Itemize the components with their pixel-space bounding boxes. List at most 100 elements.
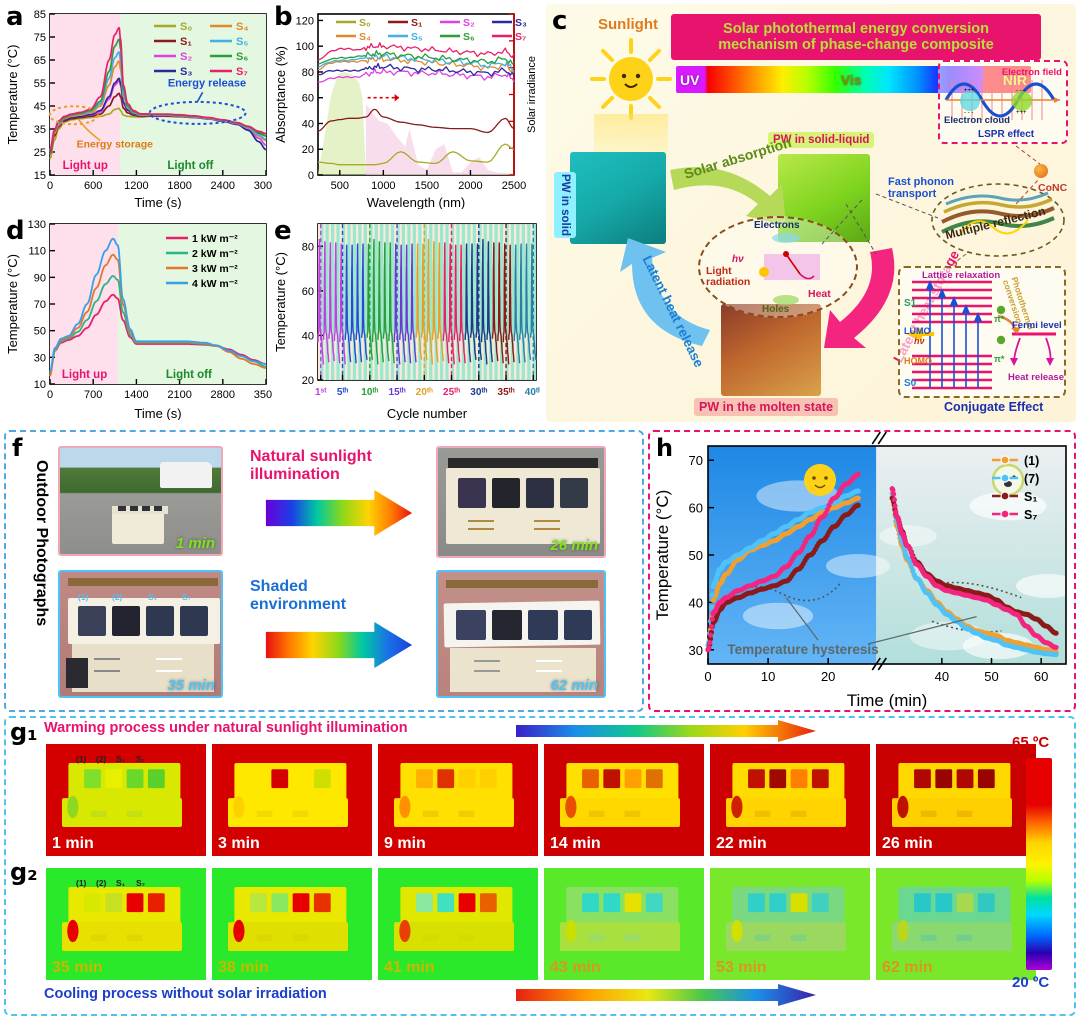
g1-thermal-frame: 22 min bbox=[710, 744, 870, 856]
svg-text:120: 120 bbox=[296, 15, 314, 27]
photo-1min-caption: 1 min bbox=[175, 535, 215, 552]
svg-text:0: 0 bbox=[704, 669, 711, 684]
frame-caption: 43 min bbox=[550, 959, 601, 976]
shaded-environment-heading: Shaded environment bbox=[250, 578, 347, 614]
thermal-image bbox=[710, 868, 870, 980]
svg-text:20: 20 bbox=[302, 375, 314, 387]
panel-f-letter: f bbox=[12, 434, 23, 462]
svg-text:- - -: - - - bbox=[1016, 88, 1025, 94]
colorbar-max-label: 65 ºC bbox=[1012, 734, 1050, 751]
s0-state-label: S0 bbox=[904, 378, 917, 389]
svg-text:30: 30 bbox=[34, 352, 46, 364]
lattice-relaxation-label: Lattice relaxation bbox=[922, 270, 1001, 281]
frame-caption: 53 min bbox=[716, 959, 767, 976]
thermal-image bbox=[212, 868, 372, 980]
panel-e-chart: e 20 40 60 80 1ˢᵗ 5ᵗʰ 10ᵗʰ 15ᵗʰ 20ᵗʰ 25ᵗʰ 30ᵗʰ 35ᵗʰ… bbox=[272, 212, 542, 421]
panel-g2-letter: g₂ bbox=[10, 858, 38, 886]
svg-text:30ᵗʰ: 30ᵗʰ bbox=[470, 387, 487, 398]
svg-text:Energy release: Energy release bbox=[168, 77, 246, 89]
svg-text:S₇: S₇ bbox=[236, 66, 248, 78]
panel-c-title-line1: Solar photothermal energy conversion bbox=[723, 20, 989, 37]
svg-text:S₂: S₂ bbox=[180, 51, 192, 63]
svg-text:S₁: S₁ bbox=[180, 36, 192, 48]
g1-thermal-frame: 3 min bbox=[212, 744, 372, 856]
panel-h-chart: h 30 40 50 60 70 0 10 20 40 50 60 Temperature hyste… bbox=[648, 430, 1080, 712]
light-radiation-label: Light radiation bbox=[706, 265, 751, 289]
panel-b-chart: b 0 20 40 60 80 100 120 500 1000 1500 2000 2500 Wave… bbox=[272, 2, 540, 210]
svg-text:Light off: Light off bbox=[167, 160, 213, 172]
electron-cloud-label: Electron cloud bbox=[944, 115, 1010, 126]
svg-text:25: 25 bbox=[34, 147, 46, 159]
g2-thermal-frame: 41 min bbox=[378, 868, 538, 980]
thermal-image bbox=[544, 744, 704, 856]
pi-star-lower-label: π* bbox=[994, 354, 1005, 364]
svg-text:1200: 1200 bbox=[124, 180, 148, 192]
multiple-reflection-inset bbox=[931, 183, 1065, 257]
svg-text:30: 30 bbox=[689, 643, 703, 658]
svg-text:S₇: S₇ bbox=[515, 31, 526, 43]
panel-c-letter: c bbox=[552, 6, 568, 36]
svg-text:Light off: Light off bbox=[166, 369, 212, 381]
pw-solid-liquid-label: PW in solid-liquid bbox=[768, 132, 875, 148]
thermal-image bbox=[212, 744, 372, 856]
svg-text:50: 50 bbox=[984, 669, 998, 684]
panel-e-letter: e bbox=[274, 216, 292, 246]
svg-text:S₀: S₀ bbox=[180, 21, 192, 33]
svg-text:Light up: Light up bbox=[63, 160, 108, 172]
latent-heat-release-arrow bbox=[620, 238, 710, 346]
svg-text:80: 80 bbox=[302, 67, 314, 79]
svg-text:Temperature (°C): Temperature (°C) bbox=[5, 45, 20, 145]
svg-text:60: 60 bbox=[302, 286, 314, 298]
thermal-image bbox=[46, 868, 206, 980]
panel-a-svg: 15 25 35 45 55 65 75 85 0 600 1200 1800 2400 3000 Time… bbox=[5, 9, 278, 210]
thermal-image bbox=[378, 868, 538, 980]
panel-b-letter: b bbox=[274, 2, 293, 32]
svg-text:S₀: S₀ bbox=[359, 17, 371, 29]
conjugate-hv-label: hν bbox=[914, 336, 925, 346]
conjugate-effect-inset: Lattice relaxation S1 S0 LUMO HOMO hν π*… bbox=[898, 266, 1066, 398]
svg-text:Time (s): Time (s) bbox=[134, 406, 181, 420]
g1-sample-label: (1) bbox=[76, 754, 87, 764]
svg-text:(1): (1) bbox=[1024, 454, 1039, 468]
svg-text:40: 40 bbox=[302, 330, 314, 342]
frame-caption: 35 min bbox=[52, 959, 103, 976]
svg-text:100: 100 bbox=[296, 41, 314, 53]
g1-thermal-frame: 9 min bbox=[378, 744, 538, 856]
svg-text:2500: 2500 bbox=[502, 180, 526, 192]
thermal-image bbox=[544, 868, 704, 980]
photo-26min: 26 min bbox=[436, 446, 606, 558]
svg-text:+++: +++ bbox=[1016, 110, 1027, 116]
pw-solid-label: PW in solid bbox=[554, 172, 576, 238]
panel-g-thermal-images: g₁ Warming process under natural sunligh… bbox=[4, 716, 1076, 1016]
lspr-inset: +++ - - - - - - +++ Electron field Elect… bbox=[938, 60, 1068, 144]
photo-62min: 62 min bbox=[436, 570, 606, 698]
photo-35min: (1) (2) S₁ S₇ 35 min bbox=[58, 570, 223, 698]
spectrum-vis-label: Vis bbox=[840, 71, 862, 88]
svg-text:80: 80 bbox=[302, 241, 314, 253]
svg-text:Solar irradiance: Solar irradiance bbox=[526, 56, 538, 133]
pw-molten-cube bbox=[721, 304, 821, 396]
svg-text:Cycle number: Cycle number bbox=[387, 406, 468, 420]
panel-e-svg: 20 40 60 80 1ˢᵗ 5ᵗʰ 10ᵗʰ 15ᵗʰ 20ᵗʰ 25ᵗʰ 30ᵗʰ 35ᵗʰ 40… bbox=[273, 223, 542, 421]
svg-text:1400: 1400 bbox=[124, 389, 148, 401]
jablonski-diagram bbox=[906, 279, 1056, 390]
svg-text:35: 35 bbox=[34, 124, 46, 136]
svg-text:Time (min): Time (min) bbox=[847, 691, 928, 710]
svg-text:75: 75 bbox=[34, 32, 46, 44]
sun-icon bbox=[590, 38, 672, 120]
svg-text:4 kW m⁻²: 4 kW m⁻² bbox=[192, 278, 238, 290]
g2-thermal-frame: 43 min bbox=[544, 868, 704, 980]
svg-text:S₁: S₁ bbox=[1024, 490, 1038, 504]
svg-text:60: 60 bbox=[689, 501, 703, 516]
pw-solid-cube bbox=[570, 152, 666, 244]
svg-text:55: 55 bbox=[34, 78, 46, 90]
svg-text:(7): (7) bbox=[1024, 472, 1039, 486]
frame-caption: 62 min bbox=[882, 959, 933, 976]
svg-text:5ᵗʰ: 5ᵗʰ bbox=[337, 387, 349, 398]
svg-text:S₁: S₁ bbox=[411, 17, 422, 29]
svg-text:- - -: - - - bbox=[964, 110, 973, 116]
cooling-process-heading: Cooling process without solar irradiatio… bbox=[44, 986, 327, 1002]
sample-label-1: (1) bbox=[78, 592, 89, 602]
g1-sample-label: (2) bbox=[96, 754, 107, 764]
heat-release-label: Heat release bbox=[1008, 372, 1064, 383]
